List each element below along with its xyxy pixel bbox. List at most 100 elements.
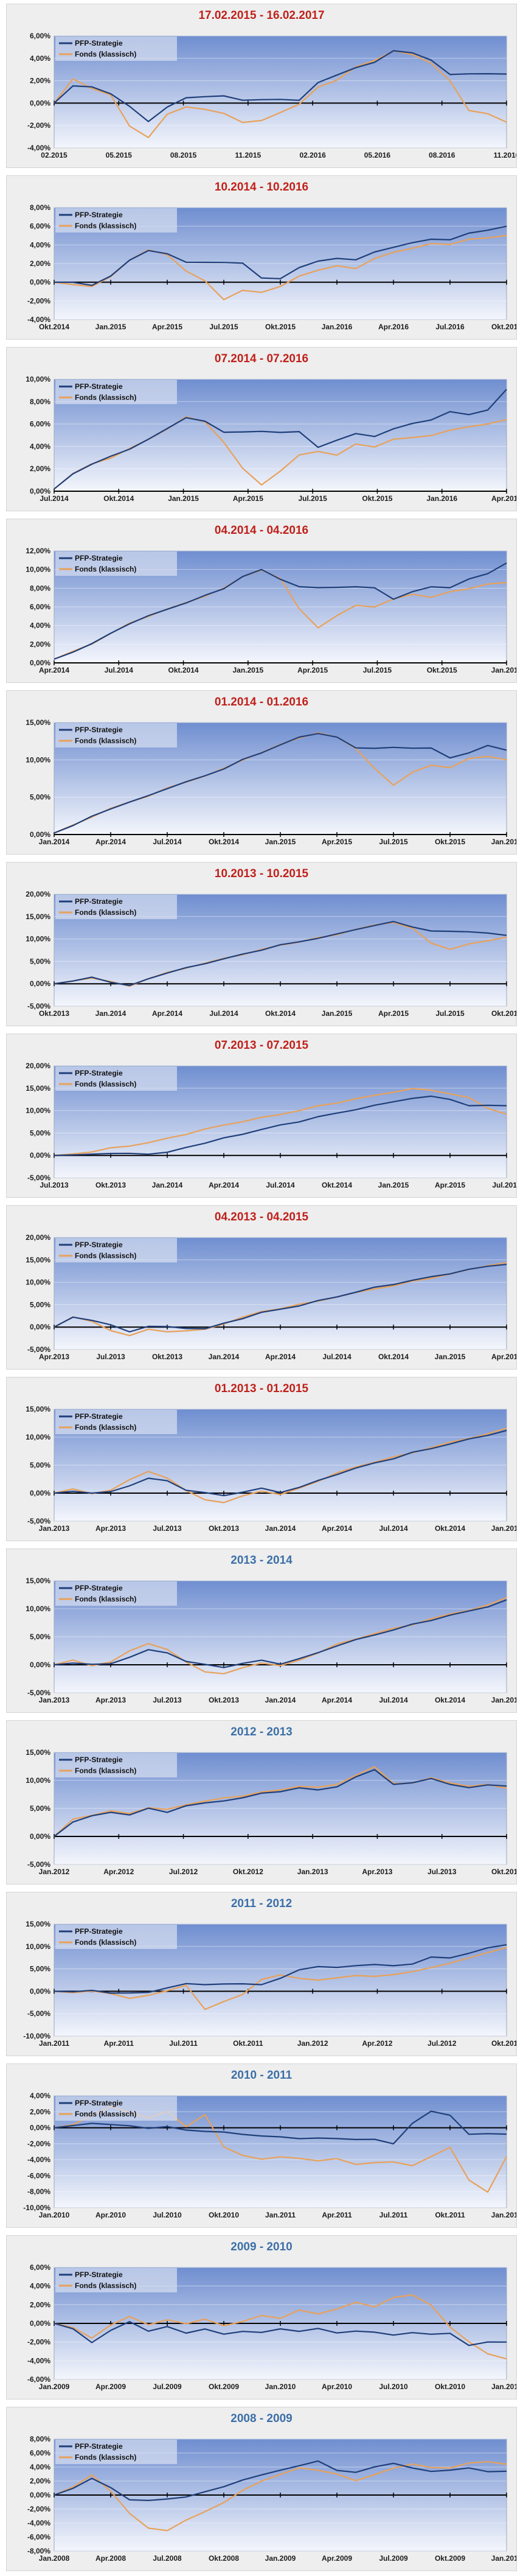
x-tick-label: Jan.2013 bbox=[39, 1696, 70, 1704]
x-tick-label: Apr.2014 bbox=[152, 1009, 182, 1018]
x-tick-label: Jan.2010 bbox=[265, 2382, 296, 2391]
y-tick-label: 4,00% bbox=[30, 621, 50, 630]
y-tick-label: 0,00% bbox=[30, 1832, 50, 1841]
legend-label: PFP-Strategie bbox=[75, 1412, 123, 1421]
x-tick-label: Jan.2016 bbox=[491, 838, 516, 846]
line-chart: 15,00% 10,00% 5,00% 0,00% -5,00%Jan.2013 Apr.… bbox=[26, 1405, 516, 1533]
x-tick-label: Apr.2008 bbox=[95, 2554, 126, 2563]
x-tick-label: Jan.2015 bbox=[265, 838, 296, 846]
chart-title: 2010 - 2011 bbox=[230, 2069, 293, 2082]
x-tick-label: Jan.2009 bbox=[265, 2554, 296, 2563]
x-tick-label: Jan.2014 bbox=[152, 1181, 183, 1189]
y-tick-label: 15,00% bbox=[26, 1748, 50, 1757]
x-tick-label: Okt.2015 bbox=[491, 1009, 516, 1018]
y-tick-label: -5,00% bbox=[27, 1345, 50, 1354]
x-tick-label: Apr.2010 bbox=[95, 2211, 126, 2219]
legend-label: PFP-Strategie bbox=[75, 211, 123, 219]
x-tick-label: Apr.2013 bbox=[95, 1524, 126, 1533]
series-line-fonds-klassisch bbox=[54, 1088, 507, 1157]
x-tick-label: Jul.2014 bbox=[153, 838, 182, 846]
x-tick-label: Okt.2015 bbox=[362, 494, 392, 503]
y-tick-label: 15,00% bbox=[26, 1577, 50, 1585]
chart-title: 10.2013 - 10.2015 bbox=[214, 867, 309, 880]
y-tick-label: 6,00% bbox=[30, 32, 50, 40]
x-tick-label: Jul.2014 bbox=[266, 1181, 295, 1189]
y-tick-label: -5,00% bbox=[27, 1517, 50, 1525]
y-tick-label: 6,00% bbox=[30, 420, 50, 429]
y-tick-label: 0,00% bbox=[30, 487, 50, 495]
series-line-pfp-strategie bbox=[54, 2321, 507, 2347]
legend bbox=[55, 1238, 177, 1262]
x-tick-label: Okt.2010 bbox=[209, 2211, 239, 2219]
x-tick-label: Apr.2009 bbox=[322, 2554, 352, 2563]
y-tick-label: -2,00% bbox=[27, 2140, 50, 2148]
legend-label: PFP-Strategie bbox=[75, 2099, 123, 2107]
line-chart: 6,00% 4,00% 2,00% 0,00% -2,00% -4,00%02.2015 0… bbox=[27, 32, 516, 159]
chart-title: 01.2013 - 01.2015 bbox=[214, 1382, 309, 1395]
x-tick-label: Jul.2013 bbox=[153, 1524, 182, 1533]
series-line-fonds-klassisch bbox=[54, 1597, 507, 1675]
chart-title: 2009 - 2010 bbox=[230, 2241, 293, 2253]
y-tick-label: -4,00% bbox=[27, 315, 50, 324]
x-tick-label: Jul.2011 bbox=[379, 2211, 408, 2219]
x-tick-label: Okt.2015 bbox=[435, 838, 465, 846]
x-tick-label: Jan.2016 bbox=[426, 494, 457, 503]
y-tick-label: 12,00% bbox=[26, 547, 50, 555]
x-tick-label: Apr.2015 bbox=[297, 666, 328, 674]
y-tick-label: -6,00% bbox=[27, 2533, 50, 2541]
legend-label: PFP-Strategie bbox=[75, 726, 123, 734]
chart-title: 04.2014 - 04.2016 bbox=[214, 524, 309, 537]
y-tick-label: 4,00% bbox=[30, 442, 50, 450]
x-tick-label: Jan.2015 bbox=[95, 323, 126, 331]
chart-panel-17-02-2015-16-02-2017: 17.02.2015 - 16.02.2017 6,00% 4,00% 2,00% 0,… bbox=[6, 4, 517, 168]
y-tick-label: 10,00% bbox=[26, 1278, 50, 1287]
y-tick-label: 10,00% bbox=[26, 1942, 50, 1951]
x-tick-label: Okt.2014 bbox=[322, 1181, 352, 1189]
x-tick-label: Okt.2009 bbox=[435, 2554, 465, 2563]
y-tick-label: 0,00% bbox=[30, 2491, 50, 2499]
chart-title: 2008 - 2009 bbox=[230, 2412, 293, 2425]
series-line-fonds-klassisch bbox=[54, 2461, 507, 2532]
x-tick-label: Jul.2014 bbox=[105, 666, 134, 674]
legend-label: Fonds (klassisch) bbox=[75, 737, 136, 745]
x-tick-label: Okt.2013 bbox=[491, 1867, 516, 1876]
legend bbox=[55, 1753, 177, 1777]
y-tick-label: 10,00% bbox=[26, 1107, 50, 1115]
legend-label: PFP-Strategie bbox=[75, 2442, 123, 2451]
series-line-pfp-strategie bbox=[54, 1429, 507, 1497]
y-tick-label: 10,00% bbox=[26, 755, 50, 764]
y-tick-label: 0,00% bbox=[30, 1323, 50, 1331]
x-tick-label: Okt.2012 bbox=[233, 1867, 263, 1876]
legend bbox=[55, 37, 177, 61]
y-tick-label: 2,00% bbox=[30, 2300, 50, 2309]
series-line-pfp-strategie bbox=[54, 388, 507, 490]
y-tick-label: 6,00% bbox=[30, 603, 50, 611]
x-tick-label: Jul.2012 bbox=[169, 1867, 198, 1876]
x-tick-label: Jan.2015 bbox=[491, 1696, 516, 1704]
series-line-pfp-strategie bbox=[54, 50, 507, 122]
x-tick-label: Jan.2014 bbox=[265, 1696, 296, 1704]
legend-label: PFP-Strategie bbox=[75, 39, 123, 47]
x-tick-label: Apr.2009 bbox=[95, 2382, 126, 2391]
x-tick-label: 11.2016 bbox=[494, 151, 516, 159]
x-tick-label: Okt.2009 bbox=[209, 2382, 239, 2391]
x-tick-label: Okt.2014 bbox=[103, 494, 134, 503]
y-tick-label: 0,00% bbox=[30, 1151, 50, 1160]
line-chart: 15,00% 10,00% 5,00% 0,00% -5,00%Jan.2013 Apr.… bbox=[26, 1577, 516, 1704]
x-tick-label: Apr.2014 bbox=[95, 838, 126, 846]
chart-panel-01-2014-01-2016: 01.2014 - 01.2016 15,00% 10,00% 5,00% 0,00% J… bbox=[6, 690, 517, 855]
legend bbox=[55, 2268, 177, 2292]
x-tick-label: Okt.2012 bbox=[491, 2039, 516, 2048]
legend-label: Fonds (klassisch) bbox=[75, 2281, 136, 2290]
y-tick-label: 4,00% bbox=[30, 2463, 50, 2471]
y-tick-label: 20,00% bbox=[26, 1233, 50, 1242]
x-tick-label: Apr.2014 bbox=[322, 1524, 352, 1533]
legend bbox=[55, 551, 177, 576]
x-tick-label: Jul.2013 bbox=[153, 1696, 182, 1704]
y-tick-label: 2,00% bbox=[30, 2107, 50, 2116]
x-tick-label: Jan.2016 bbox=[322, 323, 353, 331]
y-tick-label: -5,00% bbox=[27, 1860, 50, 1869]
x-tick-label: 02.2016 bbox=[299, 151, 326, 159]
x-tick-label: Jan.2008 bbox=[39, 2554, 70, 2563]
y-tick-label: -5,00% bbox=[27, 1689, 50, 1697]
